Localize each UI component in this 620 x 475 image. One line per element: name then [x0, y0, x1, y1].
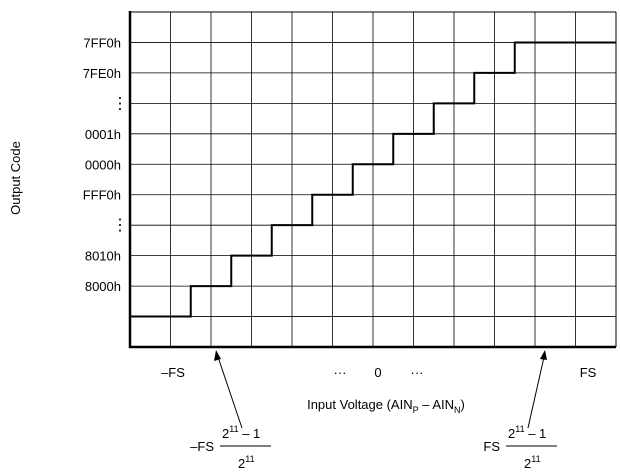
y-tick-label: 8000h	[85, 279, 121, 294]
y-tick-label: FFF0h	[83, 188, 121, 203]
y-tick-label: 0001h	[85, 127, 121, 142]
y-axis-title: Output Code	[8, 141, 23, 215]
y-tick-label: 0000h	[85, 157, 121, 172]
right-annotation-numerator: 211 – 1	[508, 424, 546, 441]
y-tick-labels: 7FF0h 7FE0h ⋮ 0001h 0000h FFF0h ⋮ 8010h 8000h	[83, 35, 128, 294]
right-annotation-denominator: 211	[524, 454, 541, 471]
x-axis-title: Input Voltage (AINP – AINN)	[307, 397, 465, 415]
grid	[130, 12, 616, 347]
x-tick-label-fs: FS	[580, 365, 597, 380]
right-annotation-arrow	[527, 350, 547, 429]
x-tick-label-neg-fs: –FS	[161, 365, 185, 380]
left-annotation-numerator: 211 – 1	[222, 424, 260, 441]
right-annotation-prefix: FS	[483, 439, 500, 454]
series	[130, 41, 616, 318]
right-annotation: FS 211 – 1 211	[483, 424, 557, 471]
y-tick-label: 7FF0h	[83, 35, 121, 50]
y-tick-ellipsis: ⋮	[112, 217, 128, 234]
transfer-step-line	[130, 41, 616, 318]
left-annotation-denominator: 211	[238, 454, 255, 471]
plot-frame	[128, 11, 617, 349]
left-annotation-prefix: –FS	[190, 439, 214, 454]
y-tick-label: 7FE0h	[83, 66, 121, 81]
y-tick-ellipsis: ⋮	[112, 95, 128, 112]
left-annotation: –FS 211 – 1 211	[190, 424, 271, 471]
left-annotation-arrow	[214, 350, 243, 429]
y-tick-label: 8010h	[85, 249, 121, 264]
x-tick-label-zero: 0	[374, 365, 381, 380]
x-tick-label-dots-right: ···	[411, 365, 424, 380]
x-tick-label-dots-left: ···	[334, 365, 347, 380]
